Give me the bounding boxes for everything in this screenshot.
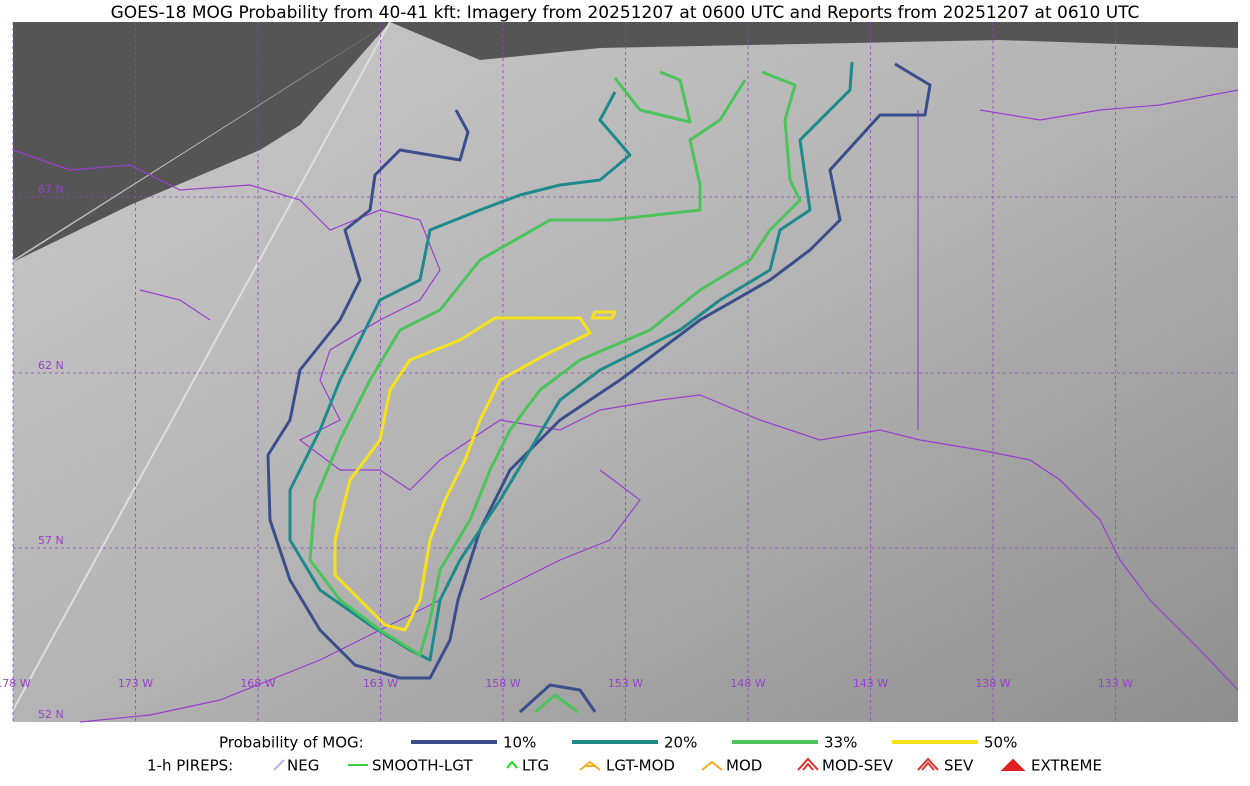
legend-label: SMOOTH-LGT: [372, 757, 473, 775]
legend-label: EXTREME: [1031, 757, 1102, 775]
scan-line: [12, 21, 391, 711]
legend-title: 1-h PIREPS:: [147, 757, 233, 775]
pirep-symbol: [506, 760, 518, 769]
lat-label: 67 N: [38, 183, 64, 196]
lon-label: 143 W: [853, 677, 888, 690]
lat-label: 52 N: [38, 708, 64, 721]
lon-label: 178 W: [0, 677, 31, 690]
contour-33: [308, 70, 802, 657]
coastline: [12, 149, 1239, 691]
legend-label: MOD: [726, 757, 762, 775]
contour-33: [534, 693, 579, 714]
coastline: [979, 89, 1239, 121]
contour-50: [333, 310, 617, 632]
lon-label: 168 W: [240, 677, 275, 690]
legend-label: LGT-MOD: [606, 757, 675, 775]
island: [139, 289, 211, 321]
legend-title: Probability of MOG:: [219, 734, 364, 752]
coastline: [479, 469, 641, 601]
lon-label: 148 W: [730, 677, 765, 690]
legend-label: NEG: [287, 757, 319, 775]
pirep-symbol: [1000, 758, 1026, 771]
lat-label: 57 N: [38, 534, 64, 547]
aleutians: [79, 599, 441, 723]
legend-label: SEV: [944, 757, 974, 775]
pirep-symbol: [797, 757, 819, 771]
contour-10: [266, 62, 932, 680]
legend-label: 50%: [984, 734, 1017, 752]
lon-label: 153 W: [608, 677, 643, 690]
pirep-symbol: [273, 759, 285, 771]
contour-10: [518, 683, 597, 714]
legend-label: 20%: [664, 734, 697, 752]
lon-label: 173 W: [118, 677, 153, 690]
lat-label: 62 N: [38, 359, 64, 372]
pirep-symbol: [917, 757, 939, 771]
lon-label: 138 W: [975, 677, 1010, 690]
pirep-symbol: [701, 760, 723, 771]
legend-label: MOD-SEV: [822, 757, 894, 775]
title: GOES-18 MOG Probability from 40-41 kft: …: [111, 3, 1140, 23]
legend-label: 33%: [824, 734, 857, 752]
lon-label: 133 W: [1098, 677, 1133, 690]
map: 67 N 62 N 57 N 52 N 178 W 173 W 168 W 163 W 158 …: [0, 21, 1239, 723]
no-data-region: [13, 22, 1238, 262]
lon-label: 158 W: [485, 677, 520, 690]
legend: Probability of MOG: 10% 20% 33% 50% 1-h PIREP…: [147, 734, 1102, 775]
lon-label: 163 W: [363, 677, 398, 690]
pirep-symbol: [579, 760, 601, 771]
legend-label: LTG: [522, 757, 549, 775]
legend-label: 10%: [503, 734, 536, 752]
